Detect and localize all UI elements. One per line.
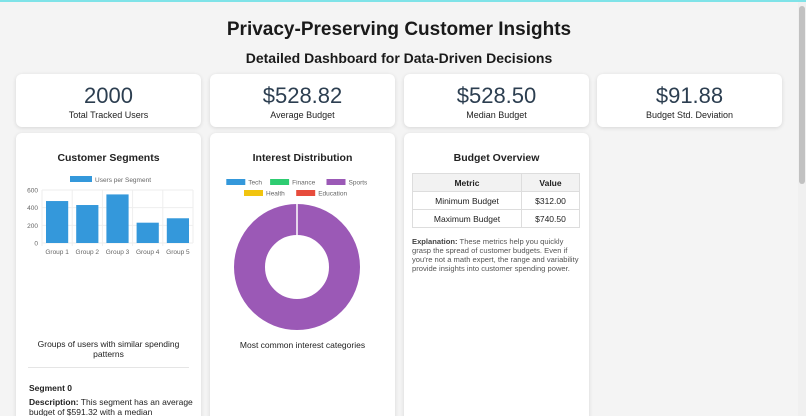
interests-caption: Most common interest categories [239,340,366,350]
explanation-text: These metrics help you quickly grasp the… [412,237,579,274]
legend-swatch [326,179,346,185]
x-tick-label: Group 2 [76,249,100,256]
page-title: Privacy-Preserving Customer Insights [226,19,572,40]
legend-label: Finance [292,180,316,187]
value-cell: $740.50 [521,209,580,228]
stat-label: Average Budget [270,110,335,120]
description-text: This segment has an average budget of $5… [29,397,193,416]
stat-value: $91.88 [655,83,724,108]
bar [46,201,69,243]
stat-label: Budget Std. Deviation [645,110,734,120]
budget-table: Metric Value Minimum Budget $312.00 Maximu… [412,173,580,228]
legend-label: Users per Segment [95,177,151,184]
bar [136,222,159,243]
table-row: Maximum Budget $740.50 [412,209,580,228]
value-cell: $312.00 [521,191,580,210]
interest-distribution-panel: Interest Distribution Tech Finance Sports H… [210,133,395,416]
legend-label: Education [318,191,347,198]
metric-cell: Maximum Budget [412,209,522,228]
description-label: Description: [29,397,79,407]
segment-title: Segment 0 [29,383,72,393]
panel-title: Interest Distribution [252,152,353,164]
scrollbar[interactable] [798,2,806,416]
stat-label: Median Budget [466,110,527,120]
stat-value: $528.82 [262,83,343,108]
legend-swatch [226,179,246,185]
legend-swatch [70,176,92,182]
stat-value: $528.50 [456,83,537,108]
metric-cell: Minimum Budget [412,191,522,210]
stat-card-average: $528.82 Average Budget [210,74,395,127]
stat-card-stddev: $91.88 Budget Std. Deviation [597,74,782,127]
y-tick-label: 600 [27,188,38,195]
doughnut-chart: Tech Finance Sports Health Education [226,179,369,330]
bar [106,194,129,243]
legend-label: Tech [248,180,262,187]
stat-card-users: 2000 Total Tracked Users [16,74,201,127]
y-tick-label: 0 [34,241,38,248]
panel-title: Budget Overview [453,152,540,164]
customer-segments-panel: Customer Segments Users per Segment 0 200 4… [16,133,201,416]
bar [166,218,189,243]
segments-caption: Groups of users with similar spending pa… [37,339,180,359]
x-tick-label: Group 4 [136,249,160,256]
column-header: Value [521,173,580,192]
panel-title: Customer Segments [57,152,160,164]
x-tick-label: Group 1 [45,249,69,256]
budget-overview-panel: Budget Overview Metric Value Minimum Budg… [404,133,589,416]
stat-value: 2000 [84,83,133,108]
legend-label: Health [266,191,285,198]
legend-label: Sports [349,180,369,187]
x-tick-label: Group 3 [106,249,130,256]
column-header: Metric [412,173,522,192]
y-tick-label: 200 [27,223,38,230]
explanation: Explanation: These metrics help you quic… [412,237,582,273]
bar-chart: Users per Segment 0 200 400 600 Group 1 Group … [27,176,194,256]
x-tick-label: Group 5 [166,249,190,256]
table-row: Minimum Budget $312.00 [412,191,580,210]
page-subtitle: Detailed Dashboard for Data-Driven Decis… [245,50,553,66]
bar [76,205,99,243]
scrollbar-thumb[interactable] [799,6,805,184]
y-tick-label: 400 [27,205,38,212]
explanation-label: Explanation: [412,237,458,246]
legend-swatch [244,190,263,196]
divider [28,367,189,368]
stat-card-median: $528.50 Median Budget [404,74,589,127]
stat-label: Total Tracked Users [68,110,149,120]
legend-swatch [296,190,316,196]
legend-swatch [270,179,290,185]
